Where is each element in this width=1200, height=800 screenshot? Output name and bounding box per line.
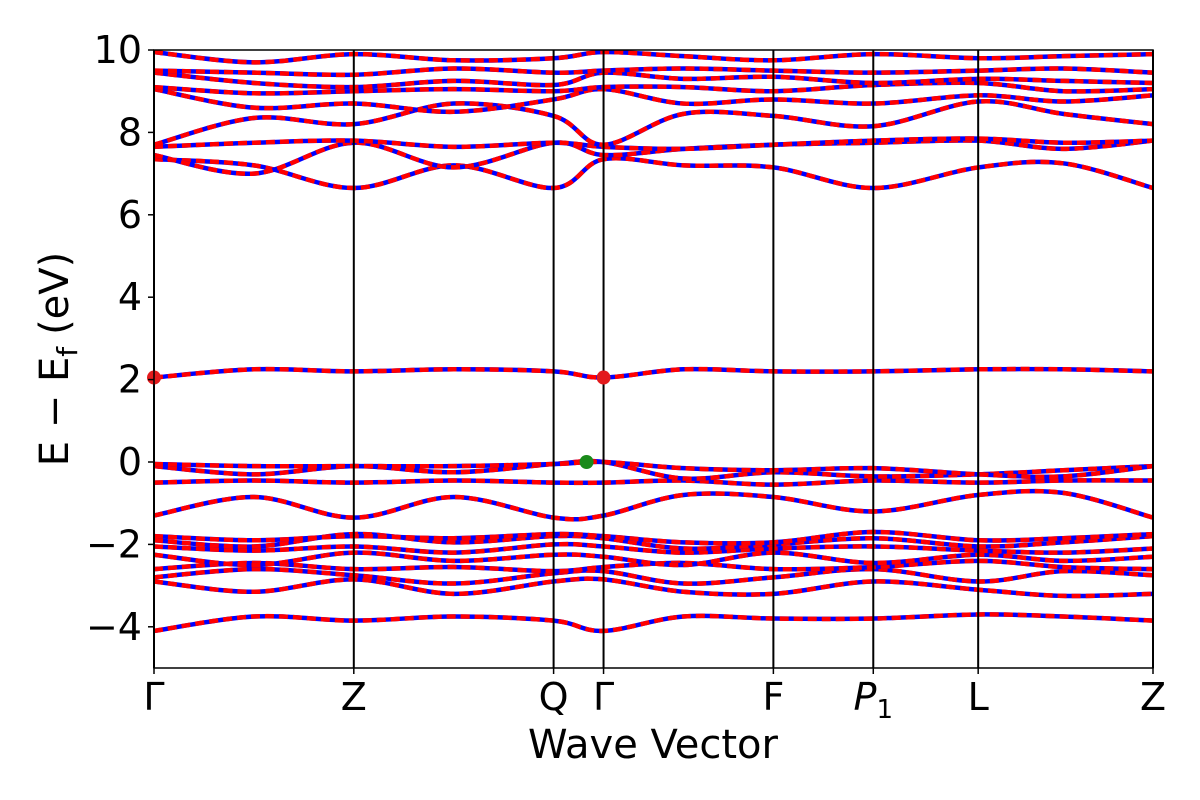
y-axis-label: E − Ef (eV) (32, 252, 84, 467)
y-tick-label-0: −4 (86, 605, 142, 649)
x-axis-ticks: Γ Z Q Γ F P1 L Z (143, 668, 1166, 725)
band-9-spin-down (154, 478, 1153, 487)
y-axis-label-subscript: f (51, 346, 84, 357)
x-tick-label-3: Γ (593, 675, 614, 719)
y-axis-label-main: E − E (32, 357, 78, 467)
vbm-marker-2 (579, 455, 594, 469)
bands-layer (154, 50, 1153, 634)
band-12-spin-down (154, 366, 1153, 380)
band-4-spin-down (154, 550, 1153, 568)
band-7-spin-down (154, 529, 1153, 546)
y-tick-label-6: 8 (118, 110, 142, 154)
y-axis-ticks: −4 −2 0 2 4 6 8 10 (86, 28, 154, 649)
x-tick-label-7: Z (1140, 675, 1166, 719)
band-18-spin-down (154, 80, 1153, 96)
band-15-spin-down (154, 136, 1153, 152)
y-axis-label-unit: (eV) (32, 252, 78, 335)
band-19-spin-down (154, 70, 1153, 90)
x-tick-label-0: Γ (143, 675, 164, 719)
x-axis-label: Wave Vector (528, 722, 779, 768)
band-5-spin-down (154, 541, 1153, 555)
band-13-spin-down (154, 155, 1153, 191)
plot-frame (153, 49, 1154, 669)
y-tick-label-5: 6 (118, 193, 142, 237)
band-6-spin-down (154, 531, 1153, 551)
cbm-marker-1 (596, 370, 611, 385)
x-tick-label-1: Z (341, 675, 367, 719)
y-tick-label-7: 10 (94, 28, 142, 72)
band-1-spin-down (154, 576, 1153, 599)
y-tick-label-3: 2 (118, 358, 142, 402)
y-tick-label-2: 0 (118, 440, 142, 484)
band-17-spin-down (154, 86, 1153, 115)
x-tick-label-2: Q (539, 675, 569, 719)
band-20-spin-down (154, 66, 1153, 78)
x-tick-label-6: L (968, 675, 989, 719)
y-tick-label-1: −2 (86, 522, 142, 566)
band-8-spin-down (154, 488, 1153, 522)
band-11-spin-down (154, 459, 1153, 480)
band-3-spin-down (154, 558, 1153, 574)
y-tick-label-4: 4 (118, 275, 142, 319)
band-21-spin-down (154, 50, 1153, 65)
x-tick-label-5: P1 (854, 675, 893, 725)
band-0-spin-down (154, 612, 1153, 634)
band-2-spin-down (154, 566, 1153, 586)
band-16-spin-down (154, 98, 1153, 148)
x-tick-label-4: F (762, 675, 784, 719)
band-14-spin-down (154, 138, 1153, 176)
